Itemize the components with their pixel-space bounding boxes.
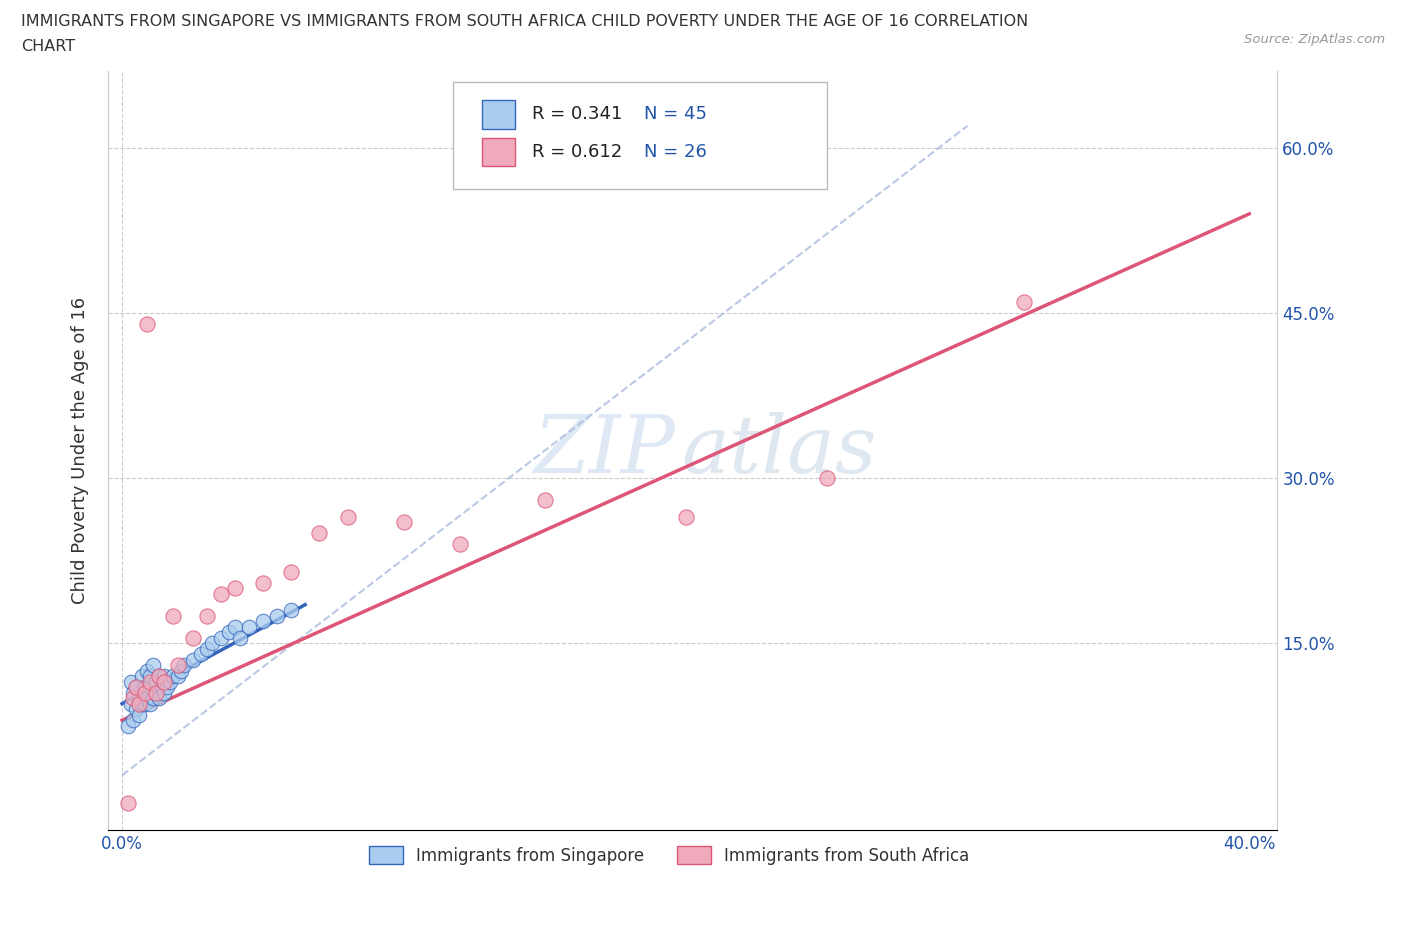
Point [136,663,159,678]
Point [170,663,193,678]
Point [218,625,240,640]
Point [533,493,555,508]
Point [1012,295,1035,310]
Point [139,697,162,711]
Point [120,697,142,711]
Point [195,641,218,656]
Point [145,674,167,689]
Y-axis label: Child Poverty Under the Age of 16: Child Poverty Under the Age of 16 [72,297,89,604]
Text: atlas: atlas [681,412,876,489]
Point [153,669,176,684]
Point [145,685,167,700]
Point [148,669,170,684]
Point [134,680,156,695]
FancyBboxPatch shape [482,100,515,128]
Point [122,691,145,706]
Point [128,697,150,711]
Point [336,509,359,524]
Text: N = 45: N = 45 [644,105,707,123]
Point [392,514,415,529]
Point [195,608,218,623]
Point [229,631,252,645]
Point [181,652,204,667]
Point [145,685,167,700]
Point [148,669,170,684]
Point [136,316,159,331]
Point [139,680,162,695]
Text: R = 0.612: R = 0.612 [533,143,634,161]
Point [125,702,148,717]
Point [167,669,190,684]
Point [120,674,142,689]
Point [280,603,302,618]
Point [224,619,246,634]
Text: R = 0.341: R = 0.341 [533,105,634,123]
Point [153,674,176,689]
Text: IMMIGRANTS FROM SINGAPORE VS IMMIGRANTS FROM SOUTH AFRICA CHILD POVERTY UNDER TH: IMMIGRANTS FROM SINGAPORE VS IMMIGRANTS … [21,14,1028,29]
Point [122,712,145,727]
Point [162,669,184,684]
Point [131,669,153,684]
Point [150,680,173,695]
Point [148,691,170,706]
Point [308,525,330,540]
Point [449,537,471,551]
Point [173,658,195,672]
Point [252,614,274,629]
Point [266,608,288,623]
FancyBboxPatch shape [482,138,515,166]
Point [209,586,232,601]
Point [128,708,150,723]
Point [159,674,181,689]
Point [134,697,156,711]
Point [190,646,212,661]
Point [153,685,176,700]
Point [125,680,148,695]
Point [167,658,190,672]
Point [280,565,302,579]
Point [125,680,148,695]
Point [134,685,156,700]
Point [162,608,184,623]
Point [238,619,260,634]
FancyBboxPatch shape [453,82,827,189]
Text: ZIP: ZIP [533,412,675,489]
Point [117,718,139,733]
Point [224,580,246,595]
Point [142,691,165,706]
Point [156,680,179,695]
Point [675,509,697,524]
Point [142,658,165,672]
Point [209,631,232,645]
Point [201,636,224,651]
Text: N = 26: N = 26 [644,143,706,161]
Point [139,674,162,689]
Point [181,631,204,645]
Legend: Immigrants from Singapore, Immigrants from South Africa: Immigrants from Singapore, Immigrants fr… [363,840,976,871]
Point [122,685,145,700]
Point [136,691,159,706]
Point [131,697,153,711]
Text: Source: ZipAtlas.com: Source: ZipAtlas.com [1244,33,1385,46]
Point [128,691,150,706]
Point [815,471,838,485]
Point [252,575,274,590]
Point [117,795,139,810]
Text: CHART: CHART [21,39,75,54]
Point [139,669,162,684]
